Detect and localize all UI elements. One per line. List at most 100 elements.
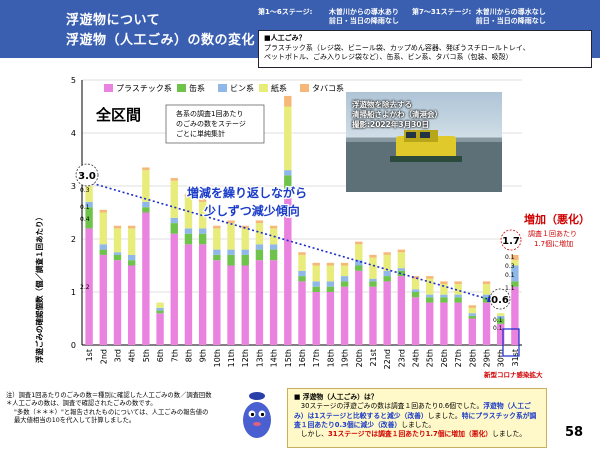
x-tick-label: 9th: [199, 349, 208, 362]
x-tick-label: 11th: [227, 349, 236, 367]
bar-segment-0: [426, 302, 434, 345]
bar-segment-1: [298, 276, 306, 282]
x-tick-label: 19th: [341, 349, 350, 367]
bar-segment-3: [397, 252, 406, 269]
bar-segment-0: [440, 302, 448, 345]
bar-segment-4: [127, 225, 136, 229]
x-tick-label: 8th: [184, 349, 193, 362]
bar-segment-3: [241, 228, 249, 250]
bar-segment-4: [397, 249, 406, 253]
x-tick-label: 25th: [426, 349, 435, 367]
bar-segment-3: [85, 186, 93, 202]
photo-caption-line-3: 撮影:2022年3月30日: [352, 120, 430, 129]
bar-segment-1: [312, 286, 320, 292]
bar-segment-4: [468, 305, 477, 308]
chart-x-labels: 1st 2nd 3rd 4th 5th 6th 7th 8th 9th 10th 11th 12th 1…: [85, 349, 520, 369]
calc-note-line-2: のごみの数をステージ: [176, 119, 246, 128]
s30-value-1: 0.1: [493, 317, 503, 324]
bar-segment-2: [184, 228, 193, 234]
bar-segment-1: [511, 281, 519, 287]
x-tick-label: 21st: [369, 349, 378, 366]
bar-segment-4: [312, 262, 320, 266]
trend-text-1: 増減を繰り返しながら: [187, 185, 307, 200]
bar-segment-3: [127, 228, 136, 255]
bar-segment-3: [312, 265, 320, 282]
bar-segment-2: [312, 281, 320, 287]
x-tick-label: 15th: [284, 349, 293, 367]
summary-paragraph-1: 30ステージの浮遊ごみの数は調査１回あたり0.6個でした。浮遊物（人工ごみ）は1…: [294, 402, 540, 430]
summary-p1a: 30ステージの浮遊ごみの数は調査１回あたり0.6個でした。: [300, 402, 484, 411]
definition-box: ■人工ごみ？ プラスチック系（レジ袋、ビニール袋、カップめん容器、発ぽうスチロー…: [258, 30, 592, 68]
legend-swatch-paper: [259, 84, 268, 92]
legend-swatch-bottle: [218, 84, 227, 92]
bar-segment-3: [369, 257, 377, 279]
bar-segment-3: [482, 284, 491, 295]
bar-segment-1: [227, 254, 235, 266]
bar-segment-1: [454, 297, 462, 303]
bar-segment-1: [482, 297, 491, 303]
summary-p1g: しました。: [401, 420, 436, 429]
boat-illustration: [346, 130, 502, 192]
bar-segment-4: [383, 252, 391, 255]
s30-total-circle: [489, 288, 511, 310]
y-tick-label: 0: [71, 341, 76, 350]
bar-segment-3: [284, 106, 292, 171]
bar-segment-0: [312, 292, 320, 345]
bar-segment-0: [355, 270, 363, 345]
footnotes: 注）調査1回あたりのごみの数＝種別に確認した人工ごみの数／調査回数 ＊人工ごみの…: [6, 392, 276, 425]
bar-segment-2: [454, 294, 462, 298]
x-tick-label: 27th: [454, 349, 463, 367]
stage-info-1-b: 前日・当日の降雨なし: [328, 17, 399, 25]
bar-segment-3: [497, 313, 505, 316]
bar-segment-1: [383, 276, 391, 282]
increase-line-2: 1.7個に増加: [534, 239, 573, 248]
x-tick-label: 4th: [128, 349, 137, 362]
definition-line-2: ペットボトル、ごみ入りレジ袋など）、缶系、ビン系、タバコ系（包装、吸殻）: [264, 53, 513, 61]
bar-segment-0: [198, 244, 207, 345]
bar-segment-2: [113, 252, 122, 255]
covid-label: 新型コロナ感染拡大: [484, 370, 543, 379]
bar-segment-4: [511, 254, 519, 261]
first-value-4: 2.2: [80, 284, 90, 291]
summary-paragraph-2: しかし、31ステージでは調査１回あたり1.7個に増加（悪化）しました。: [294, 430, 540, 439]
bar-segment-2: [198, 228, 207, 234]
bar-segment-0: [255, 260, 264, 345]
bar-segment-3: [198, 201, 207, 229]
x-tick-label: 13th: [255, 349, 264, 367]
bar-segment-2: [213, 249, 221, 255]
bar-segment-1: [284, 175, 292, 197]
x-tick-label: 1st: [85, 349, 94, 361]
bar-segment-4: [227, 220, 235, 224]
summary-p1f: 系が調査１回あたり0.3個に減少（改善）: [294, 411, 537, 429]
x-tick-label: 17th: [312, 349, 321, 367]
bar-segment-2: [340, 276, 349, 282]
bar-segment-4: [142, 167, 150, 171]
bar-segment-0: [170, 233, 178, 345]
covid-label-bg: [483, 368, 525, 379]
y-tick-label: 2: [71, 235, 76, 244]
bar-segment-4: [255, 220, 264, 224]
y-tick-label: 1: [71, 288, 76, 297]
bar-segment-0: [241, 265, 249, 345]
bar-segment-2: [440, 294, 448, 298]
x-tick-label: 10th: [213, 349, 222, 367]
first-total-circle: [75, 163, 99, 187]
bar-segment-2: [426, 294, 434, 298]
stage-info-2-a: 木曽川からの導水なし: [475, 8, 546, 16]
bar-segment-1: [255, 249, 264, 261]
trend-line: [87, 181, 499, 303]
photo-caption-line-2: 清掃船さよかわ（清港会）: [352, 110, 442, 119]
bar-segment-3: [113, 228, 122, 253]
bar-segment-0: [326, 292, 335, 345]
x-tick-label: 18th: [326, 349, 335, 367]
x-tick-label: 7th: [170, 349, 179, 362]
bar-segment-0: [213, 260, 221, 345]
bar-segment-0: [383, 281, 391, 345]
s31-value-1: 0.1: [505, 254, 515, 261]
bar-segment-3: [269, 228, 278, 245]
bar-segment-1: [142, 207, 150, 213]
bar-segment-1: [170, 223, 178, 234]
s31-total-circle: [500, 229, 522, 251]
x-tick-label: 28th: [468, 349, 477, 367]
first-value-2: 0.1: [80, 204, 90, 211]
